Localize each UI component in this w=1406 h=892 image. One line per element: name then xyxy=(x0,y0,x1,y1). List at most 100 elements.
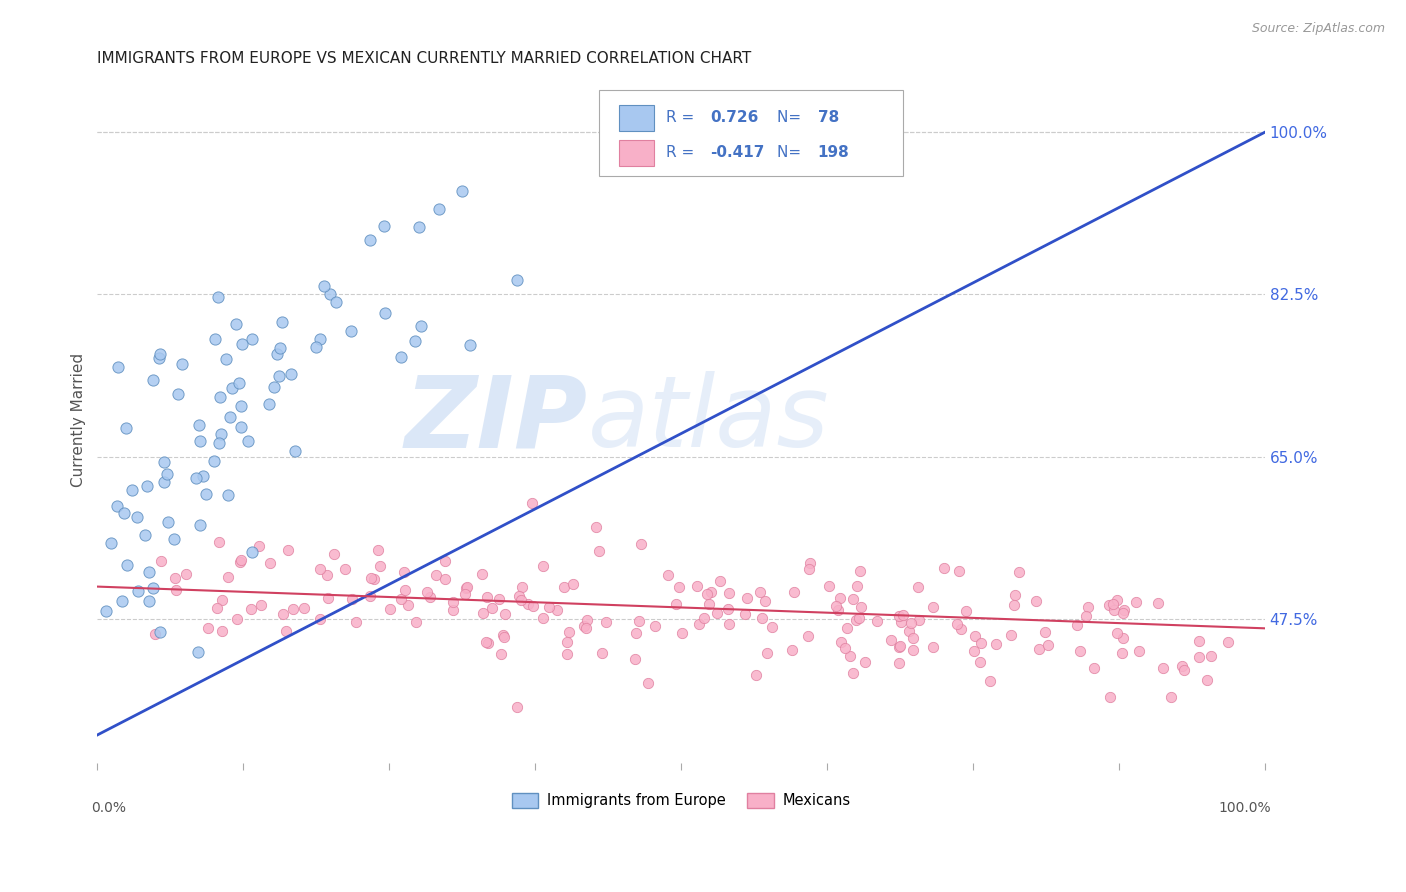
Point xyxy=(127,584,149,599)
Point xyxy=(575,613,598,627)
Point xyxy=(471,606,494,620)
Point xyxy=(842,666,865,681)
Point xyxy=(688,617,710,632)
Text: 100.0%: 100.0% xyxy=(1218,800,1271,814)
Point xyxy=(818,578,841,592)
Point xyxy=(225,612,247,626)
Point xyxy=(316,591,339,606)
Text: -0.417: -0.417 xyxy=(710,145,765,160)
Point xyxy=(1002,599,1025,613)
Point xyxy=(273,607,295,621)
Y-axis label: Currently Married: Currently Married xyxy=(72,352,86,487)
Point xyxy=(703,106,725,120)
Point xyxy=(1077,600,1099,615)
Text: 0.0%: 0.0% xyxy=(91,800,127,814)
Point xyxy=(456,580,478,594)
Point xyxy=(225,317,247,331)
Point xyxy=(735,591,758,605)
Point xyxy=(370,559,392,574)
Point xyxy=(325,295,347,310)
Point xyxy=(903,643,925,657)
Point xyxy=(1069,644,1091,658)
Point xyxy=(553,580,575,594)
Point xyxy=(887,640,910,654)
Point xyxy=(217,488,239,502)
Point xyxy=(1160,690,1182,705)
Point xyxy=(138,594,160,608)
Point xyxy=(174,567,197,582)
Point xyxy=(292,601,315,615)
Point xyxy=(228,376,250,391)
Point xyxy=(1101,598,1123,612)
Point xyxy=(211,624,233,639)
Point xyxy=(125,510,148,524)
Point xyxy=(240,545,263,559)
Point xyxy=(308,332,330,346)
Point xyxy=(1098,599,1121,613)
Text: 78: 78 xyxy=(818,111,839,125)
Point xyxy=(546,603,568,617)
Point xyxy=(946,616,969,631)
Point xyxy=(269,368,291,383)
Point xyxy=(665,597,688,611)
Point xyxy=(157,515,180,529)
Point xyxy=(138,565,160,579)
Point xyxy=(718,586,741,600)
Point xyxy=(671,626,693,640)
Point xyxy=(799,562,821,576)
Point xyxy=(754,594,776,608)
Point xyxy=(471,567,494,582)
Point xyxy=(110,594,132,608)
Point xyxy=(217,570,239,584)
Point xyxy=(416,585,439,599)
Point xyxy=(1112,603,1135,617)
Point xyxy=(195,487,218,501)
Point xyxy=(531,559,554,574)
Point xyxy=(240,602,263,616)
Text: atlas: atlas xyxy=(588,371,830,468)
Point xyxy=(149,347,172,361)
Point xyxy=(188,434,211,449)
Point xyxy=(830,591,852,605)
Point xyxy=(134,528,156,542)
Point xyxy=(797,629,820,643)
Point xyxy=(1125,594,1147,608)
Point xyxy=(488,592,510,607)
Point xyxy=(149,554,172,568)
Point xyxy=(842,591,865,606)
Point xyxy=(451,184,474,198)
Point xyxy=(492,631,515,645)
Point xyxy=(405,615,427,629)
Point xyxy=(1004,588,1026,602)
Point xyxy=(231,336,253,351)
Bar xyxy=(619,105,654,131)
Point xyxy=(696,587,718,601)
Point xyxy=(359,589,381,603)
Point xyxy=(394,583,416,598)
Point xyxy=(360,571,382,585)
Point xyxy=(745,668,768,682)
Point xyxy=(748,584,770,599)
Text: 0.726: 0.726 xyxy=(710,111,759,125)
Point xyxy=(510,581,533,595)
Point xyxy=(624,652,647,666)
Point xyxy=(489,647,512,661)
Point xyxy=(269,341,291,355)
Point xyxy=(458,338,481,352)
Point xyxy=(963,644,986,658)
Point xyxy=(257,397,280,411)
Point xyxy=(396,598,419,612)
Point xyxy=(891,608,914,623)
Point xyxy=(219,409,242,424)
Point xyxy=(454,587,477,601)
Point xyxy=(903,631,925,645)
Point xyxy=(340,324,363,338)
Point xyxy=(849,564,872,578)
Point xyxy=(986,637,1008,651)
Point xyxy=(367,542,389,557)
Point xyxy=(389,592,412,607)
Point xyxy=(242,332,264,346)
Point xyxy=(425,567,447,582)
Point xyxy=(522,599,544,613)
Point xyxy=(575,621,598,635)
